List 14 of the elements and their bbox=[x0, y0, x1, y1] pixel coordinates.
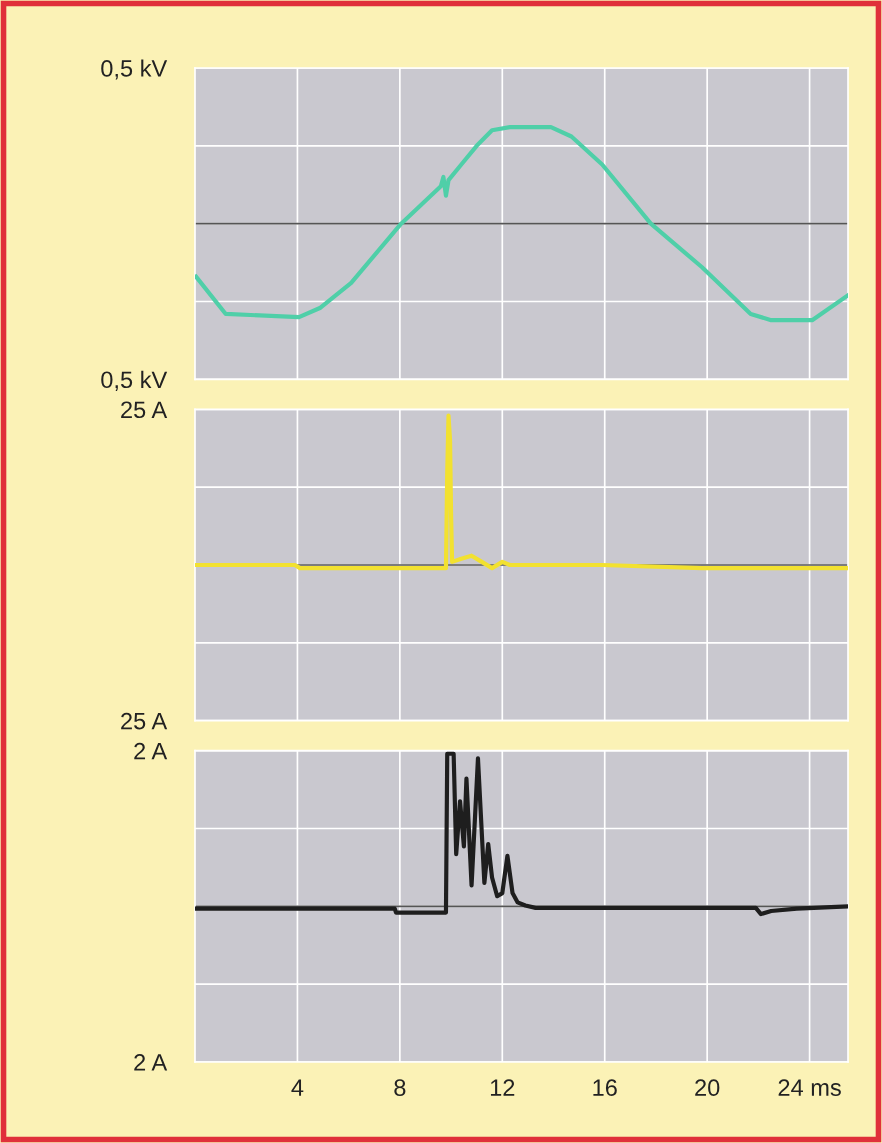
y-tick-label: 2 A bbox=[134, 1054, 168, 1071]
x-tick-label: 12 bbox=[490, 1079, 515, 1096]
x-tick-label: 16 bbox=[593, 1079, 617, 1097]
y-tick-label: 0,5 kV bbox=[101, 59, 168, 80]
x-tick-label: 4 bbox=[291, 1079, 304, 1096]
y-tick-label: 25 A bbox=[121, 712, 168, 730]
x-tick-label: 20 bbox=[695, 1079, 720, 1097]
line-series bbox=[195, 413, 848, 571]
x-tick-label: 8 bbox=[394, 1079, 406, 1097]
line-series bbox=[195, 125, 848, 323]
y-tick-label: 0,5 kV bbox=[101, 370, 168, 391]
y-tick-label: 25 A bbox=[121, 401, 168, 419]
y-tick-label: 2 A bbox=[134, 742, 168, 760]
x-tick-label: 24 ms bbox=[778, 1079, 841, 1097]
